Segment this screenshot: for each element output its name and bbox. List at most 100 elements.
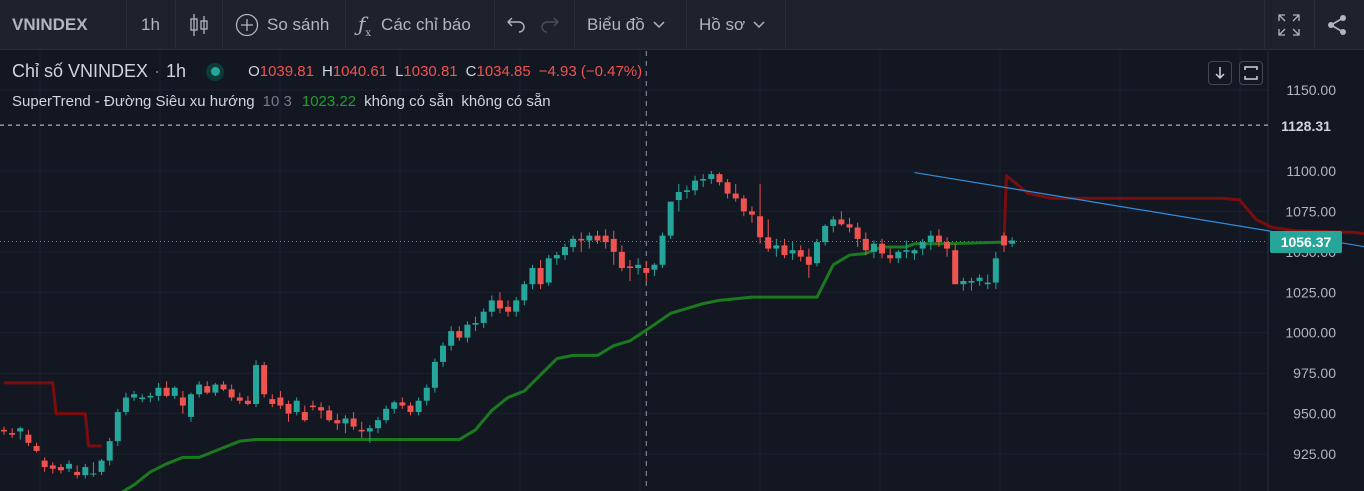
fullscreen-button[interactable] — [1277, 0, 1301, 50]
candle-body — [423, 387, 430, 401]
candle-body — [594, 235, 601, 241]
change-value: −4.93 (−0.47%) — [538, 63, 643, 80]
candle-body — [944, 242, 951, 249]
price-tick-label: 1025.00 — [1285, 284, 1336, 300]
candle-body — [700, 179, 707, 181]
undo-button[interactable] — [506, 0, 526, 50]
candle-body — [220, 384, 227, 390]
candle-body — [805, 256, 812, 265]
candle-body — [293, 400, 300, 413]
symbol-label: VNINDEX — [12, 15, 88, 34]
divider — [222, 0, 223, 50]
price-chart[interactable]: 1150.001100.001075.001050.001025.001000.… — [0, 51, 1364, 491]
high-value: 1040.61 — [332, 63, 388, 80]
candle-body — [366, 428, 373, 432]
candle-body — [309, 405, 316, 408]
close-label: C — [465, 63, 477, 80]
divider — [494, 0, 495, 50]
candle-body — [350, 418, 357, 427]
candle-body — [448, 331, 455, 346]
candle-body — [33, 446, 40, 451]
candle-body — [740, 198, 747, 212]
candle-body — [391, 402, 398, 409]
candle-body — [342, 418, 349, 424]
price-tick-label: 1100.00 — [1286, 163, 1336, 179]
candle-body — [163, 387, 170, 396]
candle-body — [114, 412, 121, 442]
candle-body — [90, 473, 97, 475]
market-status-icon[interactable] — [206, 62, 225, 81]
candle-body — [789, 250, 796, 254]
price-tick-label: 975.00 — [1293, 365, 1336, 381]
candle-body — [196, 384, 203, 395]
candle-body — [830, 219, 837, 226]
compare-button[interactable]: So sánh — [235, 0, 329, 50]
price-tick-label: 1075.00 — [1285, 203, 1336, 219]
candle-body — [895, 251, 902, 259]
indicator-na-2: không có sẵn — [461, 93, 551, 110]
candle-body — [269, 399, 276, 404]
candle-body — [545, 258, 552, 283]
open-value: 1039.81 — [259, 63, 314, 80]
candle-body — [683, 190, 690, 192]
candle-body — [822, 225, 829, 243]
auto-scale-button[interactable] — [1239, 61, 1263, 85]
candle-body — [66, 463, 73, 469]
redo-button[interactable] — [540, 0, 560, 50]
candle-body — [358, 429, 365, 432]
interval-button[interactable]: 1h — [141, 0, 160, 50]
candle-type-button[interactable] — [188, 0, 210, 50]
divider — [1314, 0, 1315, 50]
share-button[interactable] — [1326, 0, 1348, 50]
candle-body — [927, 235, 934, 243]
legend-dot: · — [154, 61, 161, 81]
resize-icon — [1244, 66, 1258, 80]
candle-body — [854, 227, 861, 239]
indicator-legend[interactable]: SuperTrend - Đường Siêu xu hướng 10 3 10… — [12, 93, 551, 110]
candle-body — [49, 465, 56, 469]
symbol-search-button[interactable]: VNINDEX — [12, 0, 88, 50]
candle-body — [911, 250, 918, 254]
candle-body — [692, 180, 699, 191]
indicator-params: 10 3 — [262, 93, 292, 110]
candle-body — [651, 264, 658, 270]
profile-menu[interactable]: Hồ sơ — [699, 0, 765, 50]
candle-body — [667, 201, 674, 236]
undo-icon — [507, 17, 525, 33]
price-tick-label: 950.00 — [1293, 406, 1336, 422]
candle-body — [618, 251, 625, 269]
candle-body — [253, 365, 260, 404]
chevron-down-icon — [753, 21, 765, 29]
indicators-label: Các chỉ báo — [381, 15, 471, 34]
candle-body — [513, 300, 520, 312]
candle-body — [415, 400, 422, 413]
candle-body — [383, 408, 390, 421]
last-price-tag: 1056.37 — [1270, 231, 1342, 253]
low-label: L — [395, 63, 404, 80]
candle-body — [887, 255, 894, 259]
candle-body — [57, 467, 64, 471]
candle-body — [570, 238, 577, 247]
candle-body — [456, 331, 463, 338]
candle-body — [862, 238, 869, 251]
divider — [785, 0, 786, 50]
candle-body — [228, 389, 235, 398]
candle-body — [488, 300, 495, 312]
divider — [574, 0, 575, 50]
candle-body — [992, 258, 999, 283]
candle-body — [797, 250, 804, 257]
price-tick-label: 925.00 — [1293, 446, 1336, 462]
candle-body — [724, 182, 731, 194]
price-tick-label: 1150.00 — [1286, 82, 1336, 98]
candle-body — [244, 400, 251, 404]
indicators-button[interactable]: ƒx Các chỉ báo — [358, 0, 471, 50]
candle-body — [903, 250, 910, 252]
candle-body — [675, 191, 682, 201]
scroll-to-latest-button[interactable] — [1208, 61, 1232, 85]
chart-type-menu[interactable]: Biểu đồ — [587, 0, 665, 50]
candlestick-series — [1, 170, 1016, 479]
candle-body — [529, 268, 536, 285]
divider — [1264, 0, 1265, 50]
candle-body — [82, 467, 89, 476]
candle-body — [781, 245, 788, 256]
